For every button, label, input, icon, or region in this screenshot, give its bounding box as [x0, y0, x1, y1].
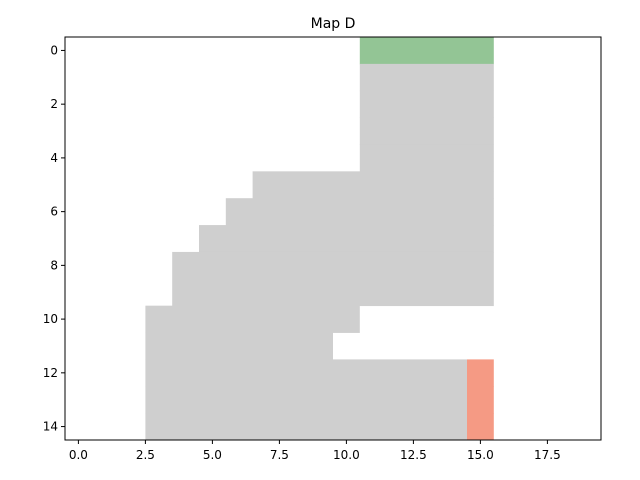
plot-frame	[64, 36, 602, 441]
free-cells-row-4	[359, 144, 494, 172]
free-cells-row-1	[359, 63, 494, 92]
x-tick-label: 0.0	[69, 448, 88, 462]
y-tick-label: 14	[43, 420, 58, 434]
free-cells-row-3	[359, 117, 494, 145]
y-tick-label: 2	[50, 97, 58, 111]
chart-title: Map D	[311, 16, 356, 32]
y-axis: 0 2 4 6 8 10 12 14	[43, 43, 65, 434]
y-tick-label: 0	[50, 43, 58, 57]
free-cells-row-5	[252, 171, 494, 199]
x-tick-label: 12.5	[400, 448, 427, 462]
x-tick-label: 10.0	[333, 448, 360, 462]
y-tick-label: 12	[43, 366, 58, 380]
y-tick-label: 4	[50, 151, 58, 165]
x-tick-label: 15.0	[467, 448, 494, 462]
x-tick-label: 17.5	[534, 448, 561, 462]
x-tick-label: 2.5	[136, 448, 155, 462]
free-cells-row-14	[145, 413, 467, 441]
free-cells-row-12	[145, 359, 467, 387]
free-cells-row-13	[145, 386, 467, 414]
cell-layer	[145, 37, 494, 441]
goal-cells-row-14	[467, 413, 494, 441]
x-tick-label: 7.5	[270, 448, 289, 462]
x-tick-label: 5.0	[203, 448, 222, 462]
free-cells-row-9	[172, 278, 494, 307]
y-tick-label: 6	[50, 205, 58, 219]
free-cells-row-7	[199, 225, 494, 253]
goal-cells-row-13	[467, 386, 494, 414]
goal-cells-row-12	[467, 359, 494, 387]
free-cells-row-8	[172, 251, 494, 280]
y-tick-label: 10	[43, 312, 58, 326]
free-cells-row-6	[225, 198, 494, 226]
free-cells-row-11	[145, 332, 333, 360]
free-cells-row-2	[359, 90, 494, 118]
x-axis: 0.0 2.5 5.0 7.5 10.0 12.5 15.0 17.5	[69, 440, 561, 462]
start-cells-row-0	[359, 37, 494, 65]
free-cells-row-10	[145, 305, 360, 333]
y-tick-label: 8	[50, 258, 58, 272]
